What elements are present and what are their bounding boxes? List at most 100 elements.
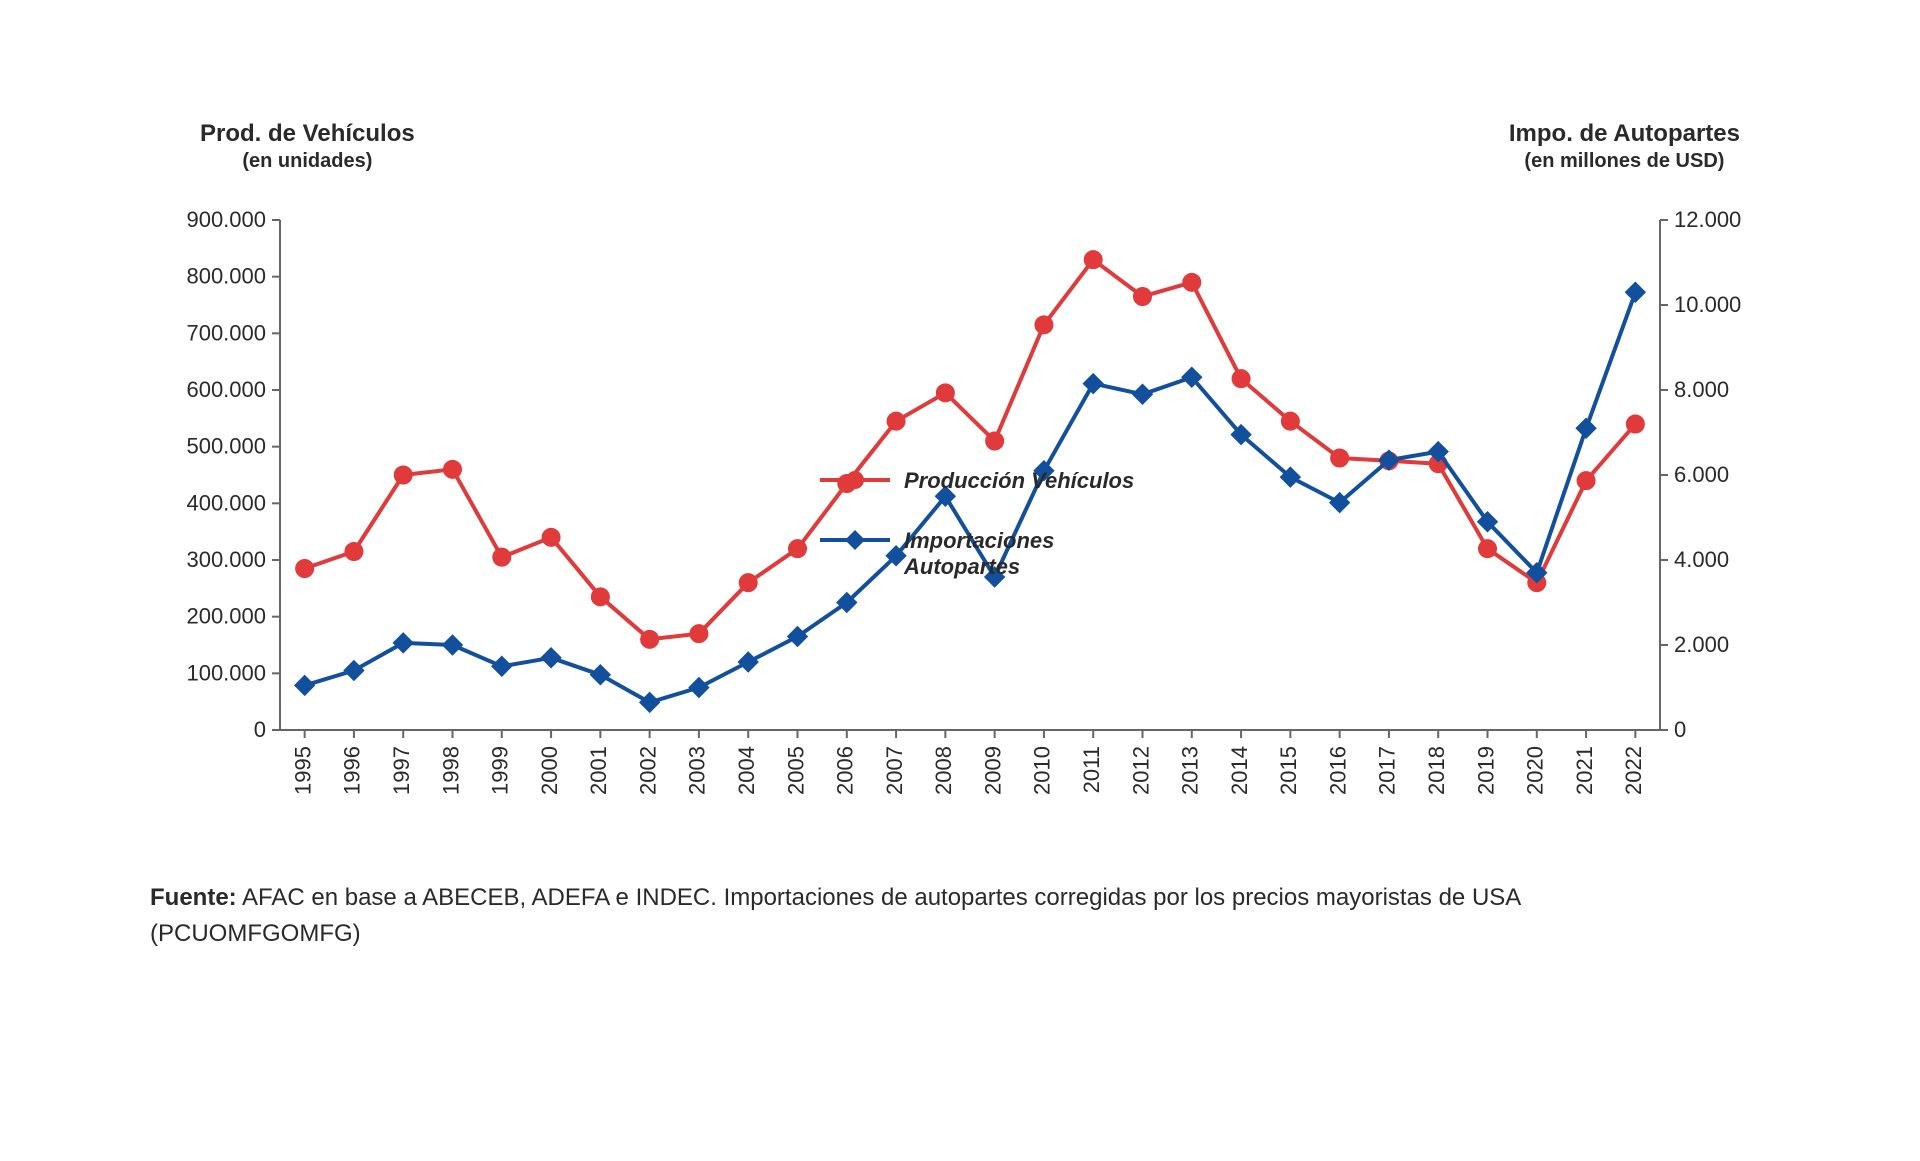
x-tick-label: 2010 <box>1030 746 1055 795</box>
right-tick-label: 8.000 <box>1674 377 1729 402</box>
series-line <box>305 292 1636 702</box>
series-marker <box>1035 316 1053 334</box>
series-marker <box>1232 370 1250 388</box>
x-tick-label: 1998 <box>438 746 463 795</box>
series-marker <box>689 678 709 698</box>
left-tick-label: 200.000 <box>186 604 266 629</box>
left-tick-label: 100.000 <box>186 660 266 685</box>
series-marker <box>1576 418 1596 438</box>
series-marker <box>1084 251 1102 269</box>
x-tick-label: 1995 <box>290 746 315 795</box>
series-marker <box>1626 415 1644 433</box>
left-tick-label: 500.000 <box>186 434 266 459</box>
left-tick-label: 800.000 <box>186 264 266 289</box>
series-marker <box>1281 412 1299 430</box>
series-marker <box>590 665 610 685</box>
x-tick-label: 2013 <box>1178 746 1203 795</box>
series-marker <box>936 384 954 402</box>
series-marker <box>1083 374 1103 394</box>
series-marker <box>345 543 363 561</box>
x-tick-label: 2012 <box>1128 746 1153 795</box>
series-marker <box>591 588 609 606</box>
series-marker <box>1183 273 1201 291</box>
series-marker <box>1133 384 1153 404</box>
x-tick-label: 2019 <box>1473 746 1498 795</box>
left-axis-title: Prod. de Vehículos (en unidades) <box>200 120 415 173</box>
x-tick-label: 2011 <box>1079 746 1104 793</box>
x-tick-label: 2003 <box>685 746 710 795</box>
left-tick-label: 0 <box>254 717 266 742</box>
series-marker <box>1479 540 1497 558</box>
legend-marker <box>845 530 865 550</box>
series-marker <box>640 692 660 712</box>
footnote-label: Fuente: <box>150 884 237 911</box>
series-marker <box>393 633 413 653</box>
axis-titles: Prod. de Vehículos (en unidades) Impo. d… <box>140 120 1780 200</box>
left-tick-label: 700.000 <box>186 320 266 345</box>
legend-marker <box>846 471 864 489</box>
x-tick-label: 2009 <box>980 746 1005 795</box>
series-marker <box>1331 449 1349 467</box>
x-tick-label: 2016 <box>1325 746 1350 795</box>
right-tick-label: 10.000 <box>1674 292 1741 317</box>
left-axis-title-main: Prod. de Vehículos <box>200 120 415 149</box>
right-axis-title: Impo. de Autopartes (en millones de USD) <box>1509 120 1740 173</box>
left-tick-label: 400.000 <box>186 490 266 515</box>
x-tick-label: 2004 <box>734 746 759 795</box>
chart-container: Prod. de Vehículos (en unidades) Impo. d… <box>140 120 1780 865</box>
series-marker <box>344 661 364 681</box>
series-marker <box>1577 472 1595 490</box>
series-marker <box>492 656 512 676</box>
series-marker <box>296 560 314 578</box>
page: Prod. de Vehículos (en unidades) Impo. d… <box>0 0 1920 1161</box>
right-tick-label: 0 <box>1674 717 1686 742</box>
left-axis-title-sub: (en unidades) <box>200 149 415 173</box>
x-tick-label: 2008 <box>931 746 956 795</box>
right-tick-label: 12.000 <box>1674 207 1741 232</box>
right-tick-label: 4.000 <box>1674 547 1729 572</box>
footnote-text: AFAC en base a ABECEB, ADEFA e INDEC. Im… <box>150 884 1520 947</box>
left-tick-label: 900.000 <box>186 207 266 232</box>
x-tick-label: 1997 <box>389 746 414 795</box>
x-tick-label: 2005 <box>783 746 808 795</box>
chart-svg-holder: 0 100.000 200.000 300.000 400.000 500.000 600.… <box>140 200 1780 865</box>
left-tick-label: 600.000 <box>186 377 266 402</box>
series-marker <box>739 574 757 592</box>
series-marker <box>443 635 463 655</box>
series-marker <box>887 412 905 430</box>
series-marker <box>789 540 807 558</box>
x-tick-label: 1996 <box>340 746 365 795</box>
x-tick-label: 2022 <box>1621 746 1646 795</box>
series-marker <box>394 466 412 484</box>
x-tick-label: 2014 <box>1227 746 1252 795</box>
series-marker <box>541 648 561 668</box>
series-marker <box>986 432 1004 450</box>
series-marker <box>542 528 560 546</box>
source-footnote: Fuente: AFAC en base a ABECEB, ADEFA e I… <box>150 880 1650 952</box>
x-tick-label: 2000 <box>537 746 562 795</box>
legend-label: Autopartes <box>903 554 1020 579</box>
x-tick-label: 2006 <box>833 746 858 795</box>
x-tick-label: 2020 <box>1523 746 1548 795</box>
right-axis-title-sub: (en millones de USD) <box>1509 149 1740 173</box>
x-tick-label: 2017 <box>1375 746 1400 795</box>
legend: Producción Vehículos ImportacionesAutopar… <box>820 468 1134 579</box>
x-tick-label: 1999 <box>488 746 513 795</box>
series-marker <box>444 460 462 478</box>
legend-label: Importaciones <box>904 528 1054 553</box>
x-tick-label: 2002 <box>635 746 660 795</box>
chart-svg: 0 100.000 200.000 300.000 400.000 500.000 600.… <box>140 200 1780 860</box>
legend-label: Producción Vehículos <box>904 468 1134 493</box>
x-tick-label: 2001 <box>586 746 611 795</box>
right-tick-label: 2.000 <box>1674 632 1729 657</box>
series-marker <box>295 675 315 695</box>
x-tick-label: 2018 <box>1424 746 1449 795</box>
x-tick-label: 2015 <box>1276 746 1301 795</box>
x-tick-label: 2021 <box>1572 746 1597 795</box>
series-marker <box>1134 288 1152 306</box>
right-tick-label: 6.000 <box>1674 462 1729 487</box>
x-tick-label: 2007 <box>882 746 907 795</box>
series-marker <box>690 625 708 643</box>
left-tick-label: 300.000 <box>186 547 266 572</box>
series-marker <box>738 652 758 672</box>
